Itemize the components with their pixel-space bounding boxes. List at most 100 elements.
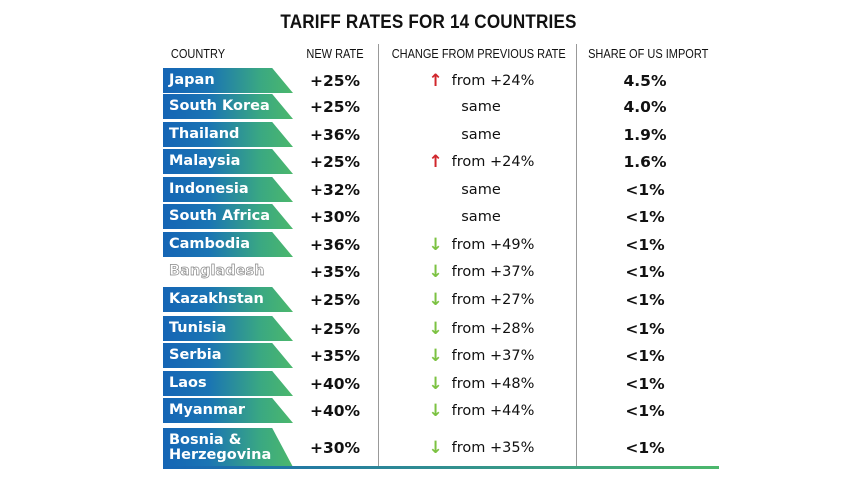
import-share: 4.5% <box>623 71 667 90</box>
country-name: South Africa <box>169 208 271 224</box>
table-row: Tunisia +25% ↓ from +28% <1% <box>163 315 723 342</box>
new-rate: +25% <box>309 290 361 309</box>
rate-change: ↑ from +24% <box>381 148 581 175</box>
import-share: <1% <box>625 346 665 365</box>
new-rate: +35% <box>309 346 361 365</box>
country-name: Thailand <box>169 126 240 142</box>
arrow-down-icon: ↓ <box>428 318 443 339</box>
country-band <box>163 428 293 467</box>
new-rate: +25% <box>309 319 361 338</box>
country-band <box>163 371 293 396</box>
rate-change: same <box>381 203 581 230</box>
rate-change: same <box>381 176 581 203</box>
rate-change: same <box>381 121 581 148</box>
country-name: Cambodia <box>169 236 251 252</box>
arrow-down-icon: ↓ <box>428 400 443 421</box>
arrow-down-icon: ↓ <box>428 234 443 255</box>
header-new-rate: NEW RATE <box>306 47 364 61</box>
country-band <box>163 177 293 202</box>
change-text: same <box>461 208 501 225</box>
country-band <box>163 204 293 229</box>
import-share: 4.0% <box>623 97 667 116</box>
country-name: Kazakhstan <box>169 291 264 307</box>
change-text: same <box>461 98 501 115</box>
table-row: Myanmar +40% ↓ from +44% <1% <box>163 397 723 424</box>
import-share: <1% <box>625 401 665 420</box>
country-name: Laos <box>169 375 207 391</box>
header-change: CHANGE FROM PREVIOUS RATE <box>391 47 566 61</box>
column-divider <box>378 44 379 466</box>
table-row: Thailand +36% same 1.9% <box>163 121 723 148</box>
import-share: 1.6% <box>623 152 667 171</box>
change-text: from +24% <box>451 153 535 170</box>
country-name: Indonesia <box>169 181 249 197</box>
table-row: Laos +40% ↓ from +48% <1% <box>163 370 723 397</box>
country-band <box>163 122 293 147</box>
change-text: from +49% <box>451 236 535 253</box>
new-rate: +30% <box>309 438 361 457</box>
new-rate: +40% <box>309 374 361 393</box>
new-rate: +30% <box>309 207 361 226</box>
table-row: Bangladesh +35% ↓ from +37% <1% <box>163 258 723 285</box>
arrow-up-icon: ↑ <box>428 151 443 172</box>
rate-change: ↓ from +37% <box>381 342 581 369</box>
change-text: from +27% <box>451 291 535 308</box>
new-rate: +25% <box>309 152 361 171</box>
table-row: Malaysia +25% ↑ from +24% 1.6% <box>163 148 723 175</box>
new-rate: +36% <box>309 125 361 144</box>
change-text: from +44% <box>451 402 535 419</box>
import-share: <1% <box>625 207 665 226</box>
new-rate: +32% <box>309 180 361 199</box>
rate-change: ↑ from +24% <box>381 67 581 94</box>
rate-change: ↓ from +35% <box>381 427 581 468</box>
country-name: Serbia <box>169 347 222 363</box>
country-band <box>163 343 293 368</box>
import-share: <1% <box>625 290 665 309</box>
import-share: <1% <box>625 180 665 199</box>
change-text: from +28% <box>451 320 535 337</box>
table-row: Kazakhstan +25% ↓ from +27% <1% <box>163 286 723 313</box>
change-text: from +48% <box>451 375 535 392</box>
table-row: Serbia +35% ↓ from +37% <1% <box>163 342 723 369</box>
import-share: <1% <box>625 319 665 338</box>
change-text: from +35% <box>451 439 535 456</box>
country-band <box>163 287 293 312</box>
column-divider <box>576 44 577 466</box>
new-rate: +25% <box>309 71 361 90</box>
change-text: same <box>461 181 501 198</box>
country-band <box>163 232 293 257</box>
arrow-down-icon: ↓ <box>428 289 443 310</box>
country-name: Tunisia <box>169 320 227 336</box>
arrow-down-icon: ↓ <box>428 373 443 394</box>
country-name: Malaysia <box>169 153 241 169</box>
chart-title: TARIFF RATES FOR 14 COUNTRIES <box>280 12 577 33</box>
table-row: Japan +25% ↑ from +24% 4.5% <box>163 67 723 94</box>
rate-change: ↓ from +28% <box>381 315 581 342</box>
import-share: <1% <box>625 374 665 393</box>
import-share: 1.9% <box>623 125 667 144</box>
table-row: Indonesia +32% same <1% <box>163 176 723 203</box>
country-band <box>163 94 293 119</box>
new-rate: +25% <box>309 97 361 116</box>
country-name: Myanmar <box>169 402 246 418</box>
rate-change: ↓ from +44% <box>381 397 581 424</box>
new-rate: +35% <box>309 262 361 281</box>
rate-change: ↓ from +37% <box>381 258 581 285</box>
change-text: same <box>461 126 501 143</box>
arrow-down-icon: ↓ <box>428 437 443 458</box>
country-name: Japan <box>169 72 215 88</box>
bottom-rule <box>163 466 719 469</box>
header-country: COUNTRY <box>170 47 226 61</box>
import-share: <1% <box>625 262 665 281</box>
rate-change: same <box>381 93 581 120</box>
country-band <box>163 316 293 341</box>
table-row: Cambodia +36% ↓ from +49% <1% <box>163 231 723 258</box>
change-text: from +37% <box>451 263 535 280</box>
rate-change: ↓ from +48% <box>381 370 581 397</box>
country-band <box>163 68 293 93</box>
table-row: South Korea +25% same 4.0% <box>163 93 723 120</box>
country-band <box>163 149 293 174</box>
import-share: <1% <box>625 235 665 254</box>
rate-change: ↓ from +27% <box>381 286 581 313</box>
country-name: Bosnia & Herzegovina <box>169 431 272 463</box>
